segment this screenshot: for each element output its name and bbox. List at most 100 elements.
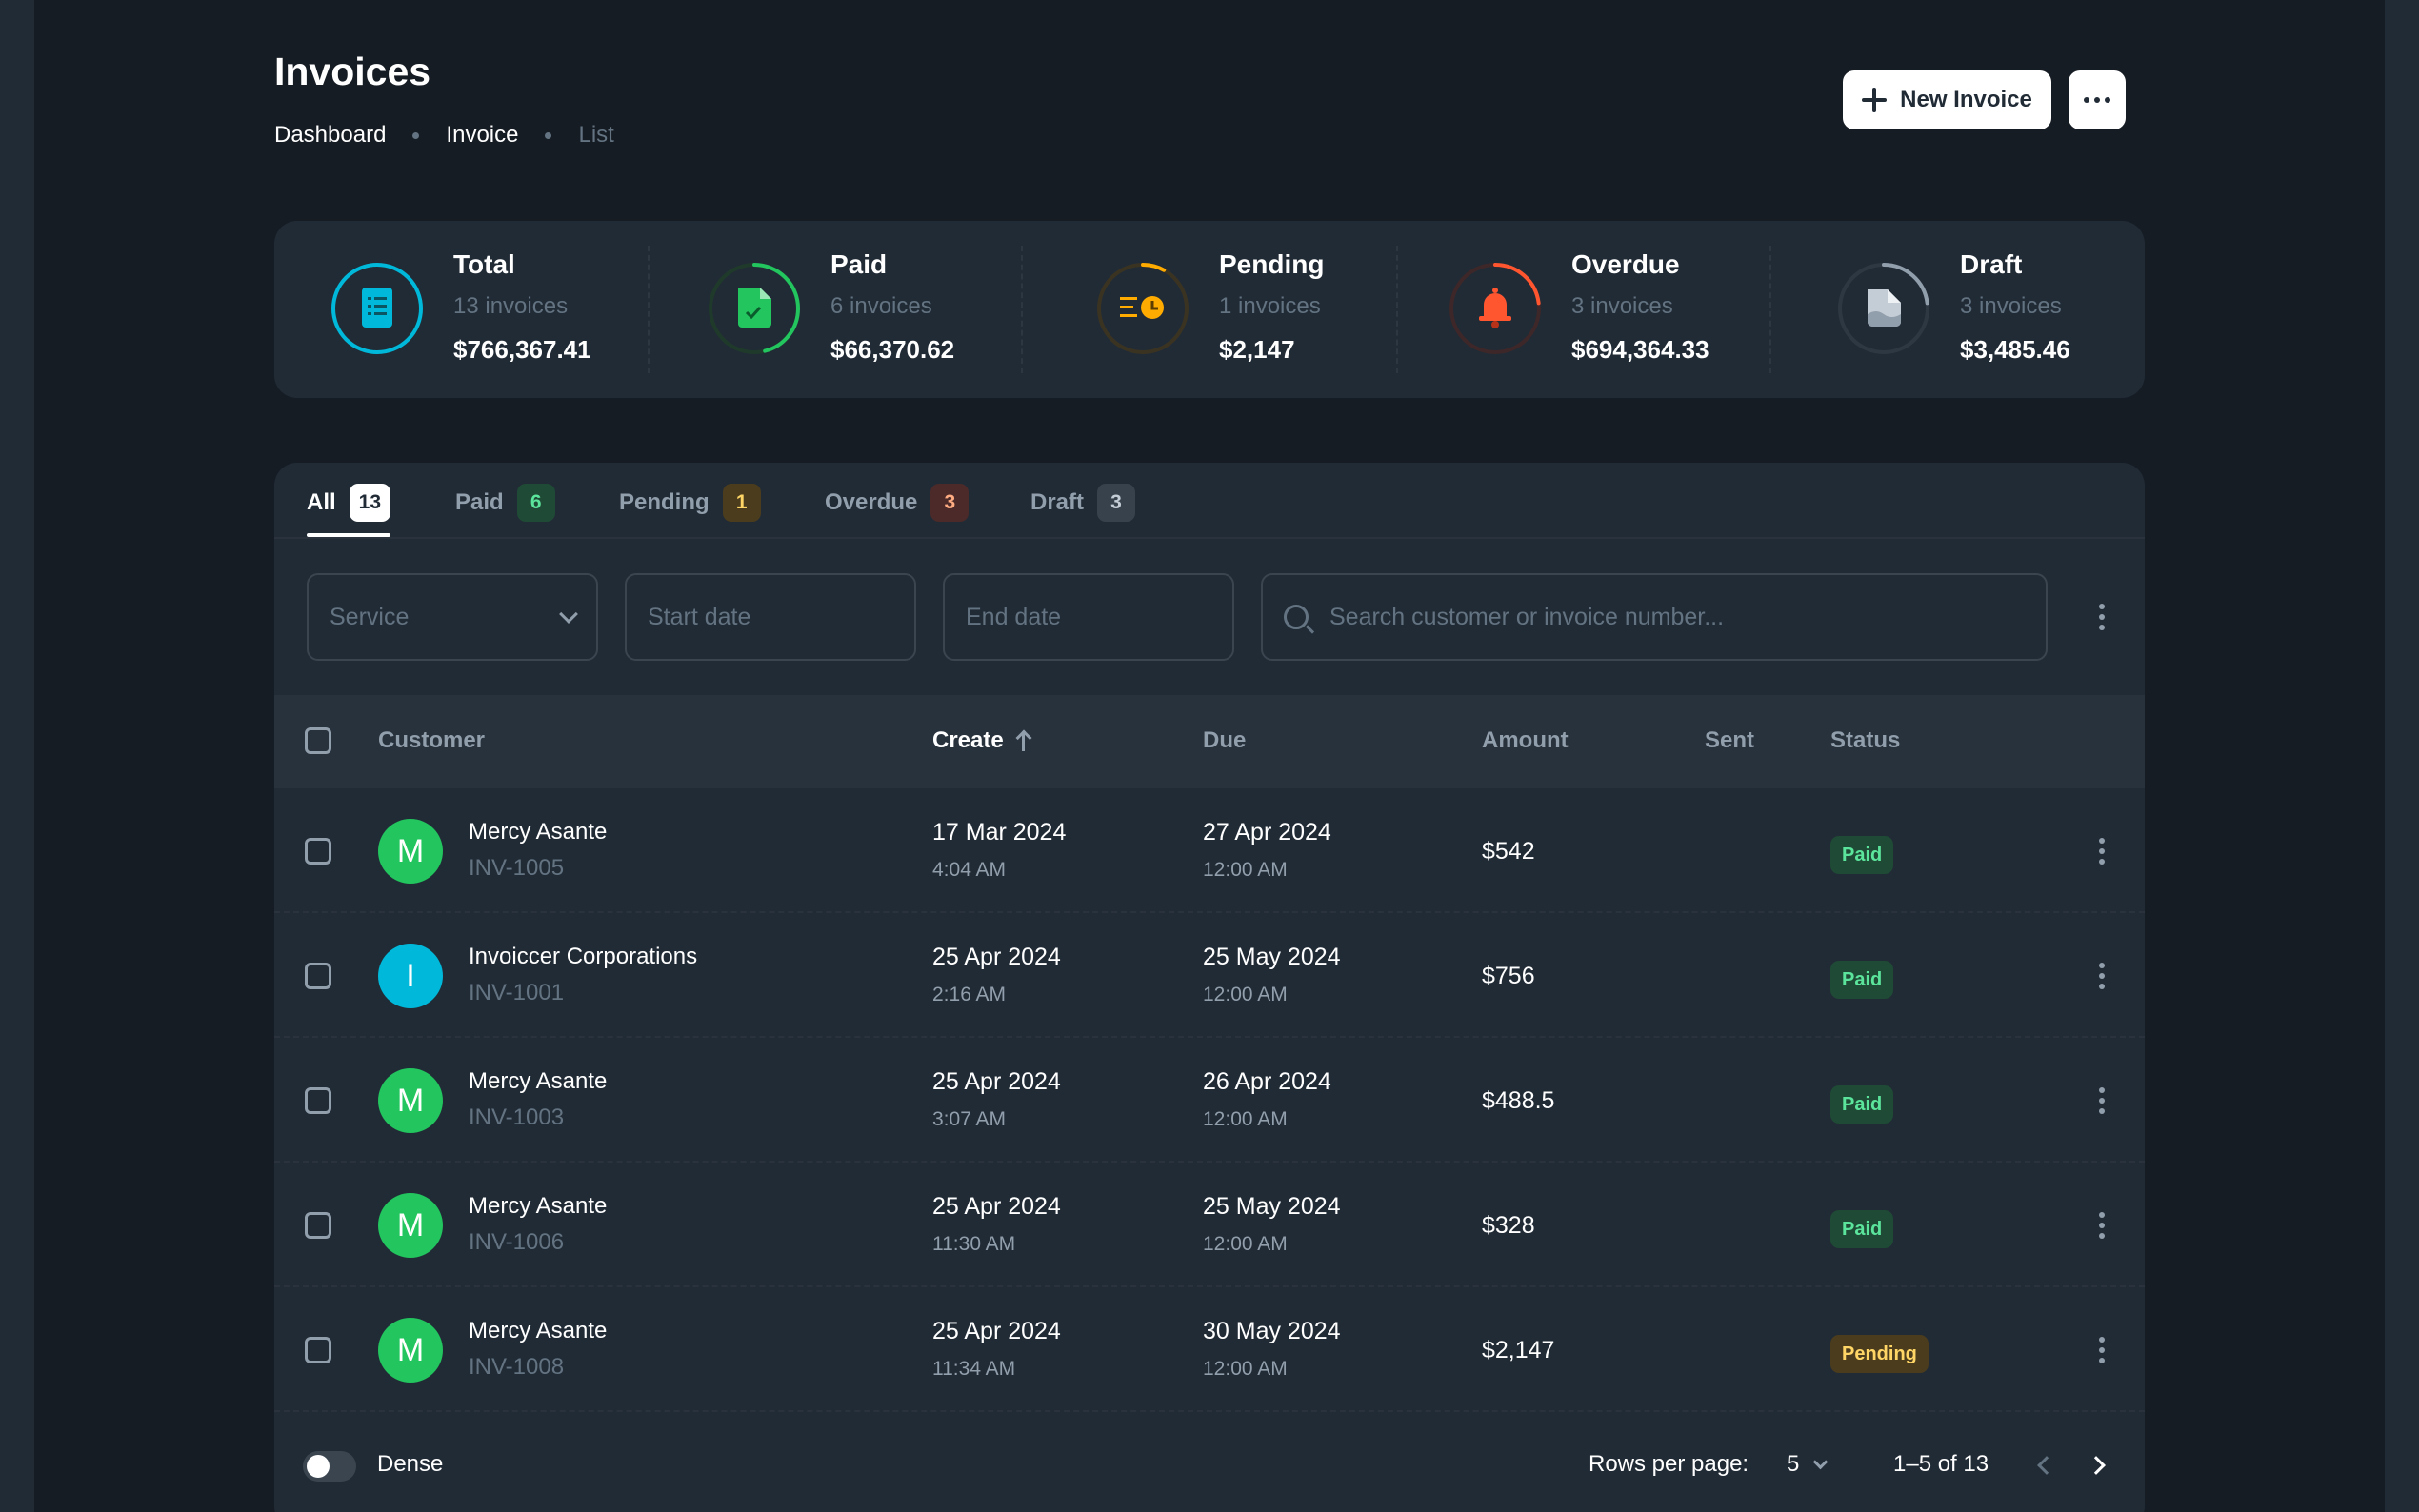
column-customer[interactable]: Customer: [378, 727, 486, 753]
tab-label: Pending: [619, 489, 710, 515]
dot-icon: [2099, 838, 2105, 844]
end-date-field[interactable]: [943, 573, 1272, 661]
invoice-number[interactable]: INV-1006: [469, 1229, 565, 1255]
customer-name: Mercy Asante: [469, 1193, 608, 1219]
table-row[interactable]: M Mercy Asante INV-1008 25 Apr 2024 11:3…: [274, 1287, 2145, 1412]
status-badge: Paid: [1830, 1210, 1894, 1248]
left-edge-panel: [0, 0, 34, 1512]
row-checkbox[interactable]: [305, 1212, 331, 1239]
due-time: 12:00 AM: [1203, 1358, 1288, 1380]
service-select[interactable]: Service: [307, 573, 598, 661]
row-checkbox[interactable]: [305, 1337, 331, 1363]
pending-progress-ring: [1097, 263, 1189, 354]
dot-icon: [2099, 625, 2105, 630]
avatar: M: [378, 819, 443, 884]
next-page-button[interactable]: [2087, 1456, 2106, 1475]
avatar: M: [378, 1318, 443, 1383]
stat-pending-amount: $2,147: [1219, 335, 1295, 364]
dot-icon: [2099, 1233, 2105, 1239]
stat-total-count: 13 invoices: [453, 293, 569, 319]
stat-divider: [648, 246, 650, 373]
tab-draft[interactable]: Draft 3: [1030, 484, 1136, 537]
search-icon: [1284, 605, 1309, 629]
previous-page-button[interactable]: [2037, 1456, 2056, 1475]
column-sent[interactable]: Sent: [1705, 727, 1755, 753]
tab-paid[interactable]: Paid 6: [455, 484, 555, 537]
row-actions-button[interactable]: [2088, 832, 2116, 870]
tab-all[interactable]: All 13: [307, 484, 391, 537]
tab-label: Draft: [1030, 489, 1085, 515]
end-date-input[interactable]: [966, 603, 1272, 631]
due-time: 12:00 AM: [1203, 1108, 1288, 1130]
due-date: 30 May 2024: [1203, 1318, 1341, 1344]
stat-overdue-count: 3 invoices: [1571, 293, 1673, 319]
create-date: 17 Mar 2024: [932, 819, 1067, 846]
row-actions-button[interactable]: [2088, 957, 2116, 995]
select-all-checkbox[interactable]: [305, 727, 331, 754]
row-checkbox[interactable]: [305, 1087, 331, 1114]
customer-name: Mercy Asante: [469, 819, 608, 845]
table-row[interactable]: I Invoiccer Corporations INV-1001 25 Apr…: [274, 913, 2145, 1038]
breadcrumb-invoice[interactable]: Invoice: [446, 122, 519, 148]
start-date-input[interactable]: [648, 603, 954, 631]
column-create[interactable]: Create: [932, 727, 1032, 754]
dot-icon: [2099, 1347, 2105, 1353]
dense-toggle[interactable]: [303, 1451, 356, 1482]
tab-pending[interactable]: Pending 1: [619, 484, 761, 537]
tab-count-badge: 1: [722, 484, 761, 522]
filter-more-button[interactable]: [2088, 598, 2116, 636]
amount: $488.5: [1482, 1087, 1555, 1114]
rows-per-page-label: Rows per page:: [1589, 1451, 1749, 1477]
create-date: 25 Apr 2024: [932, 1318, 1061, 1344]
status-badge: Paid: [1830, 836, 1894, 874]
file-check-icon: [738, 288, 771, 328]
more-options-button[interactable]: [2069, 70, 2126, 129]
tab-count-badge: 3: [930, 484, 970, 522]
invoice-number[interactable]: INV-1008: [469, 1354, 565, 1380]
chevron-down-icon[interactable]: [1812, 1454, 1829, 1470]
table-row[interactable]: M Mercy Asante INV-1005 17 Mar 2024 4:04…: [274, 788, 2145, 913]
invoice-stats-card: Total 13 invoices $766,367.41 Paid 6 inv…: [274, 221, 2145, 398]
stat-paid-amount: $66,370.62: [830, 335, 955, 364]
column-status[interactable]: Status: [1830, 727, 1901, 753]
avatar: M: [378, 1193, 443, 1258]
stat-paid-count: 6 invoices: [830, 293, 932, 319]
stat-overdue-title: Overdue: [1571, 249, 1680, 279]
breadcrumb-dashboard[interactable]: Dashboard: [274, 122, 387, 148]
tab-label: Paid: [455, 489, 504, 515]
row-actions-button[interactable]: [2088, 1331, 2116, 1369]
search-field[interactable]: [1261, 573, 2048, 661]
dot-icon: [2099, 848, 2105, 854]
right-edge-panel: [2385, 0, 2419, 1512]
tab-overdue[interactable]: Overdue 3: [825, 484, 970, 537]
row-actions-button[interactable]: [2088, 1082, 2116, 1120]
dot-icon: [2099, 1087, 2105, 1093]
column-amount[interactable]: Amount: [1482, 727, 1569, 753]
customer-name: Invoiccer Corporations: [469, 944, 698, 969]
search-input[interactable]: [1329, 603, 2025, 631]
invoice-number[interactable]: INV-1005: [469, 855, 565, 881]
table-row[interactable]: M Mercy Asante INV-1006 25 Apr 2024 11:3…: [274, 1163, 2145, 1287]
plus-icon: [1862, 88, 1888, 112]
create-time: 3:07 AM: [932, 1108, 1007, 1130]
page-title: Invoices: [274, 50, 431, 93]
stat-total: Total 13 invoices $766,367.41: [330, 221, 634, 398]
start-date-field[interactable]: [625, 573, 954, 661]
row-actions-button[interactable]: [2088, 1206, 2116, 1244]
dot-icon: [2099, 963, 2105, 968]
customer-name: Mercy Asante: [469, 1318, 608, 1343]
table-row[interactable]: M Mercy Asante INV-1003 25 Apr 2024 3:07…: [274, 1038, 2145, 1163]
create-time: 11:34 AM: [932, 1358, 1016, 1380]
new-invoice-button[interactable]: New Invoice: [1843, 70, 2051, 129]
row-checkbox[interactable]: [305, 838, 331, 865]
row-checkbox[interactable]: [305, 963, 331, 989]
table-header: Customer Create Due Amount Sent Status: [274, 695, 2145, 788]
avatar: M: [378, 1068, 443, 1133]
dot-icon: [2099, 1358, 2105, 1363]
stat-draft-title: Draft: [1960, 249, 2023, 279]
rows-per-page-select[interactable]: 5: [1787, 1451, 1800, 1477]
invoice-number[interactable]: INV-1003: [469, 1104, 565, 1130]
column-due[interactable]: Due: [1203, 727, 1247, 753]
create-date: 25 Apr 2024: [932, 944, 1061, 970]
invoice-number[interactable]: INV-1001: [469, 980, 565, 1005]
